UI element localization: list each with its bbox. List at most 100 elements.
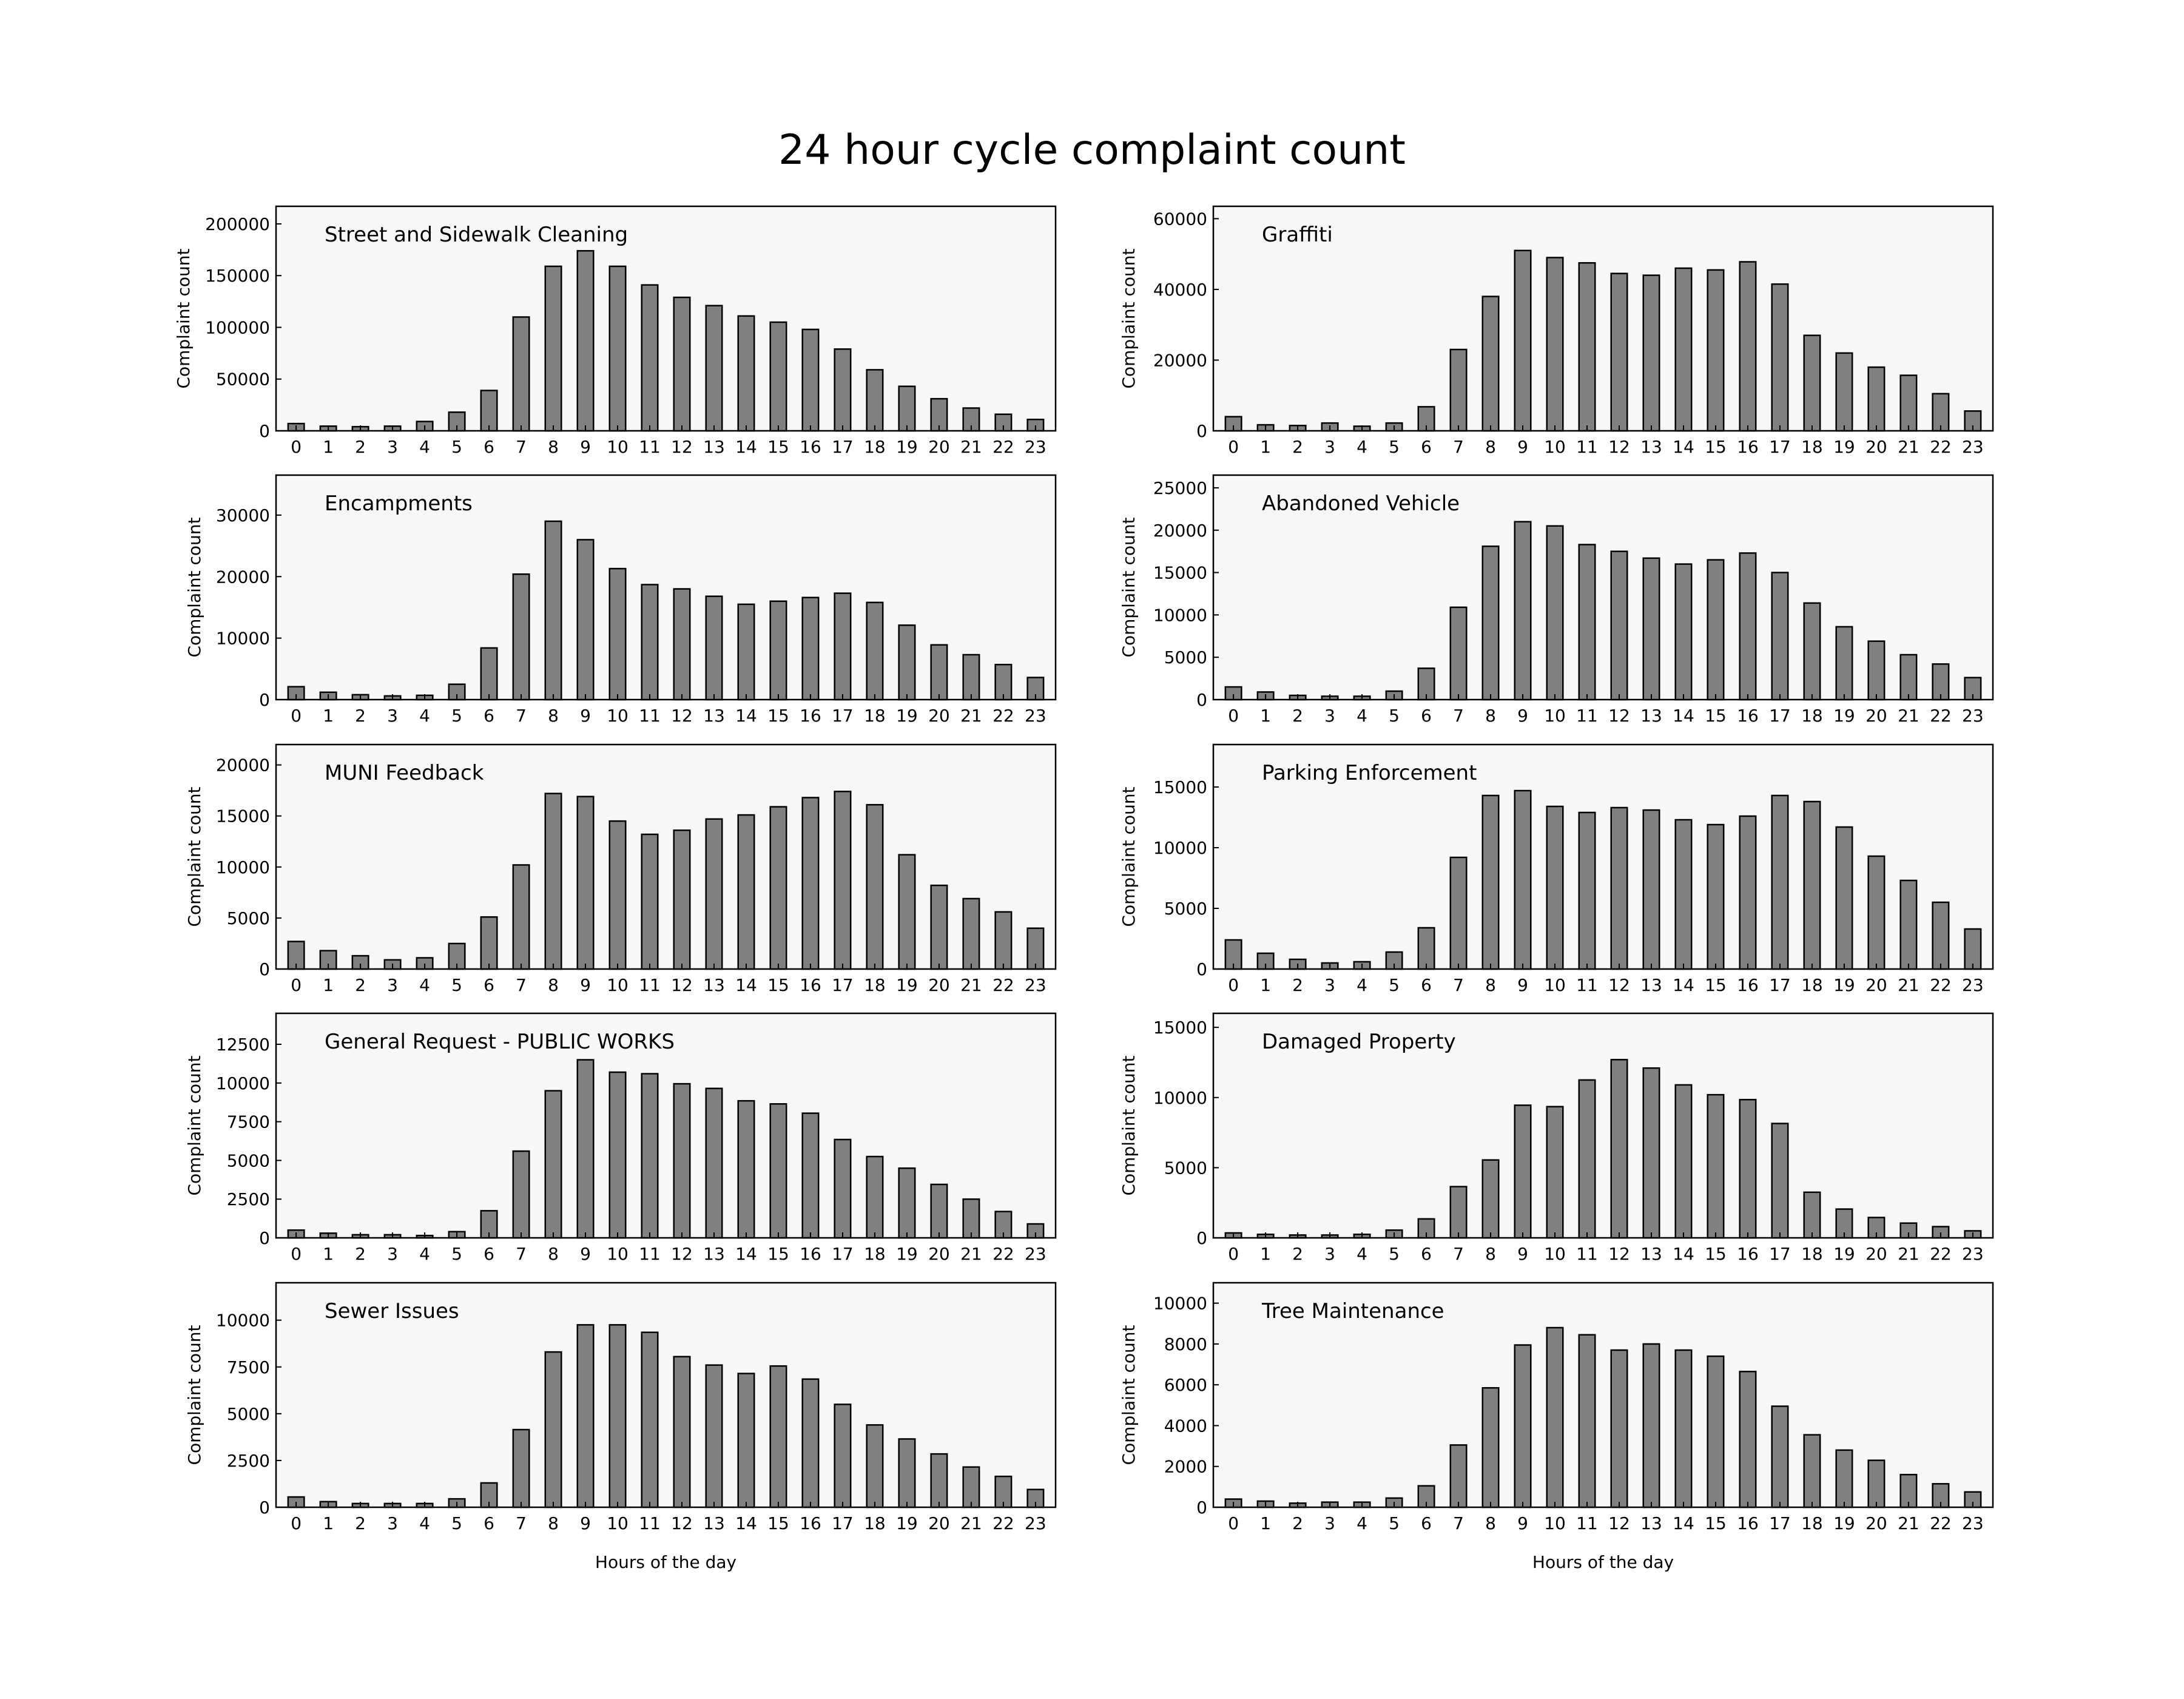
x-tick-label: 19	[896, 1244, 918, 1264]
bar-hour-9	[576, 539, 595, 701]
x-tick-label: 15	[1705, 1244, 1727, 1264]
x-tick-label: 12	[1608, 706, 1630, 726]
subplot-6: 0 1 2 3 4 5 6 7 8 9 10 11 12 13 14 15 16 17 18 19 20 21 22 2305…	[1119, 743, 1994, 995]
bar-hour-20	[930, 644, 948, 701]
x-tick-label: 0	[291, 437, 302, 457]
x-tick-label: 18	[1801, 1513, 1823, 1533]
axes-frame	[1212, 1012, 1994, 1239]
bar-hour-19	[898, 1167, 916, 1239]
x-tick-label: 11	[1576, 706, 1598, 726]
bar-hour-14	[737, 603, 755, 701]
bar-hour-19	[1835, 1449, 1853, 1508]
y-tick-label: 7500	[227, 1112, 270, 1132]
bar-hour-7	[1449, 606, 1468, 701]
x-tick-label: 3	[387, 1513, 398, 1533]
x-tick-label: 16	[800, 706, 821, 726]
bar-hour-10	[1546, 805, 1564, 970]
bar-hour-13	[1642, 1343, 1660, 1508]
bar-hour-18	[866, 803, 884, 970]
x-tick-label: 20	[1866, 706, 1887, 726]
y-tick-label: 0	[259, 421, 270, 441]
x-tick-label: 20	[928, 975, 950, 995]
figure-title: 24 hour cycle complaint count	[778, 126, 1406, 174]
bar-hour-8	[1481, 794, 1500, 970]
bar-hour-8	[544, 520, 562, 701]
x-tick-label: 10	[1544, 706, 1566, 726]
x-tick-label: 10	[1544, 437, 1566, 457]
x-tick-label: 12	[1608, 1244, 1630, 1264]
bar-hour-15	[1707, 1355, 1725, 1508]
bar-hour-18	[1803, 1191, 1821, 1239]
bar-hour-15	[769, 600, 787, 701]
x-tick-label: 21	[1898, 1244, 1919, 1264]
y-tick-label: 50000	[216, 370, 270, 390]
subplot-title: Parking Enforcement	[1262, 761, 1477, 785]
x-tick-label: 3	[1324, 1244, 1335, 1264]
y-tick-label: 5000	[1164, 1158, 1207, 1178]
x-tick-label: 9	[1517, 975, 1528, 995]
y-tick-label: 0	[1196, 1228, 1207, 1248]
bar-hour-14	[737, 315, 755, 432]
bar-hour-22	[1932, 663, 1950, 701]
bar-hour-12	[673, 1083, 691, 1239]
x-tick-label: 21	[960, 1244, 982, 1264]
bars	[1224, 521, 1982, 701]
bar-hour-23	[1964, 928, 1982, 970]
x-tick-label: 2	[1292, 1513, 1303, 1533]
x-tick-label: 18	[864, 975, 886, 995]
bar-hour-14	[737, 1099, 755, 1239]
x-tick-label: 5	[1389, 706, 1400, 726]
y-tick-label: 5000	[227, 908, 270, 928]
x-tick-label: 19	[1833, 437, 1855, 457]
x-tick-label: 16	[1737, 437, 1759, 457]
bar-hour-8	[544, 1351, 562, 1508]
bar-hour-8	[1481, 1159, 1500, 1239]
bar-hour-23	[1964, 410, 1982, 432]
x-tick-label: 15	[1705, 706, 1727, 726]
y-tick-label: 0	[259, 959, 270, 979]
x-tick-label: 0	[291, 1513, 302, 1533]
x-tick-label: 6	[484, 437, 494, 457]
subplot-2: 0 1 2 3 4 5 6 7 8 9 10 11 12 13 14 15 16 17 18 19 20 21 22 2302…	[1119, 205, 1994, 457]
x-tick-label: 7	[516, 706, 527, 726]
y-tick-label: 0	[259, 1498, 270, 1518]
y-tick-label: 0	[1196, 959, 1207, 979]
bar-hour-11	[641, 284, 659, 432]
bar-hour-11	[1578, 1079, 1596, 1239]
x-tick-label: 10	[1544, 975, 1566, 995]
x-tick-label: 18	[1801, 706, 1823, 726]
y-tick-label: 2500	[227, 1451, 270, 1471]
bar-hour-12	[1610, 1059, 1628, 1239]
x-axis: 0 1 2 3 4 5 6 7 8 9 10 11 12 13 14 15 16 17 18 19 20 21 22 23	[1228, 425, 1984, 457]
bar-hour-12	[673, 1356, 691, 1508]
y-axis: 0 20000 40000 60000	[1153, 209, 1219, 441]
bar-hour-15	[769, 1103, 787, 1239]
x-tick-label: 8	[548, 1244, 559, 1264]
bar-hour-17	[834, 592, 852, 701]
y-tick-label: 5000	[1164, 647, 1207, 667]
bar-hour-12	[673, 588, 691, 701]
x-tick-label: 10	[607, 706, 629, 726]
y-axis: 0 10000 20000 30000	[216, 505, 281, 710]
x-tick-label: 10	[607, 437, 629, 457]
y-tick-label: 20000	[1153, 350, 1207, 370]
x-tick-label: 18	[1801, 1244, 1823, 1264]
x-axis-label: Hours of the day	[595, 1552, 736, 1572]
bar-hour-16	[1739, 1098, 1757, 1239]
subplot-title: Sewer Issues	[325, 1299, 459, 1323]
bar-hour-7	[512, 1428, 530, 1508]
x-tick-label: 17	[1769, 437, 1791, 457]
x-tick-label: 8	[1485, 437, 1496, 457]
y-tick-label: 15000	[1153, 1018, 1207, 1038]
bar-hour-21	[962, 1198, 980, 1239]
x-tick-label: 14	[1673, 975, 1694, 995]
x-tick-label: 7	[1453, 1244, 1464, 1264]
x-tick-label: 1	[1260, 706, 1271, 726]
y-axis: 0 5000 10000 15000	[1153, 1018, 1219, 1248]
x-axis: 0 1 2 3 4 5 6 7 8 9 10 11 12 13 14 15 16 17 18 19 20 21 22 23	[1228, 1502, 1984, 1533]
x-tick-label: 4	[1357, 437, 1367, 457]
y-tick-label: 6000	[1164, 1375, 1207, 1395]
x-tick-label: 19	[896, 706, 918, 726]
axes-frame	[275, 743, 1057, 970]
